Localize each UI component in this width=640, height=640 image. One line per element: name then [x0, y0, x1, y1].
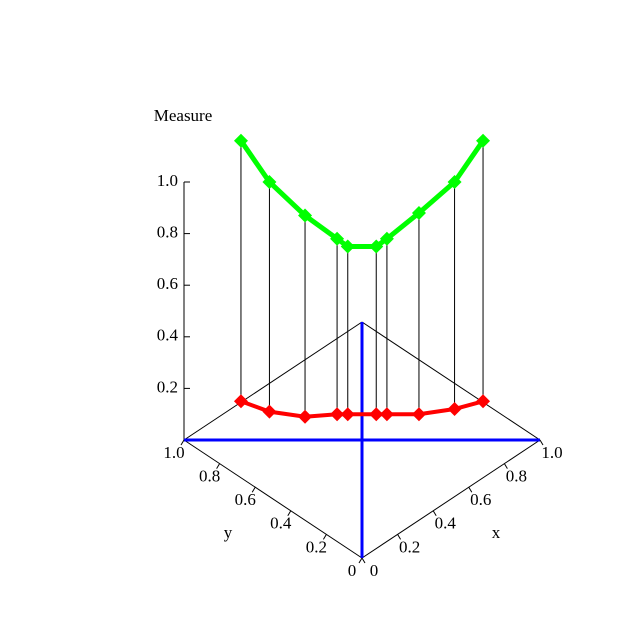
marker [369, 239, 384, 254]
x-tick [361, 557, 366, 564]
x-tick [539, 439, 544, 446]
marker [340, 407, 355, 422]
x-tick-label: 0.2 [399, 537, 420, 556]
y-tick-label: 0.8 [199, 467, 220, 486]
marker [411, 407, 426, 422]
series-line [240, 399, 484, 419]
x-tick [397, 534, 402, 540]
y-tick [287, 510, 292, 517]
marker [369, 407, 384, 422]
x-tick-label: 1.0 [541, 443, 562, 462]
y-tick-label: 0.4 [270, 514, 292, 533]
x-tick-label: 0.8 [506, 467, 527, 486]
y-axis [183, 439, 363, 559]
marker [476, 394, 491, 409]
x-tick [468, 486, 473, 493]
box-edge [183, 321, 363, 441]
y-tick [216, 463, 221, 469]
series-line [238, 139, 486, 249]
marker [379, 407, 394, 422]
marker [330, 231, 345, 246]
marker [262, 175, 277, 189]
y-tick [358, 557, 363, 564]
y-tick-label: 0.6 [235, 490, 256, 509]
z-tick-label: 0.2 [157, 377, 178, 396]
x-axis [361, 439, 541, 559]
marker [330, 407, 345, 422]
x-tick-label: 0 [370, 561, 379, 580]
z-tick-label: 0.4 [157, 326, 179, 345]
x-axis-label: x [492, 523, 501, 542]
marker [379, 231, 394, 246]
marker [233, 394, 248, 409]
box-edge [361, 321, 541, 441]
y-tick-label: 0 [348, 561, 357, 580]
marker [233, 133, 248, 148]
y-axis-label: y [224, 523, 233, 542]
marker [476, 133, 491, 148]
y-tick [251, 486, 256, 493]
z-tick-label: 1.0 [157, 171, 178, 190]
marker [262, 404, 277, 419]
z-tick-label: 0.6 [157, 274, 178, 293]
marker [340, 239, 355, 254]
y-tick [180, 439, 185, 446]
x-tick-label: 0.6 [470, 490, 491, 509]
x-tick-label: 0.4 [435, 514, 457, 533]
y-tick-label: 1.0 [163, 443, 184, 462]
y-tick-label: 0.2 [306, 537, 327, 556]
marker [298, 208, 313, 223]
z-tick-label: 0.8 [157, 223, 178, 242]
marker [411, 205, 426, 220]
z-axis-label: Measure [154, 106, 213, 125]
x-tick [503, 463, 508, 469]
x-tick [432, 510, 437, 517]
marker [447, 402, 462, 417]
marker [447, 175, 462, 189]
y-tick [322, 534, 327, 540]
marker [298, 409, 313, 424]
